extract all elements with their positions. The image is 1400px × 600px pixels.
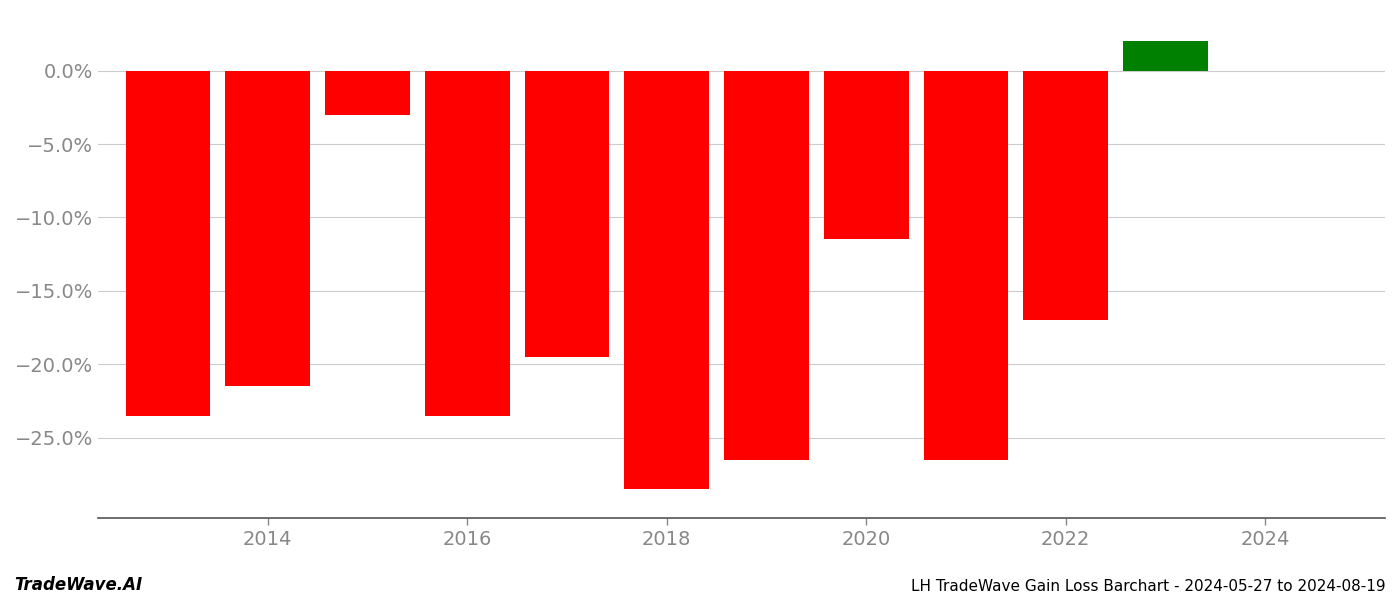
Bar	[126, 71, 210, 416]
Bar	[624, 71, 710, 489]
Text: TradeWave.AI: TradeWave.AI	[14, 576, 143, 594]
Bar	[426, 71, 510, 416]
Bar	[225, 71, 311, 386]
Bar	[1123, 41, 1208, 71]
Bar	[525, 71, 609, 357]
Bar	[1023, 71, 1109, 320]
Bar	[724, 71, 809, 460]
Bar	[825, 71, 909, 239]
Bar	[325, 71, 410, 115]
Bar	[924, 71, 1008, 460]
Text: LH TradeWave Gain Loss Barchart - 2024-05-27 to 2024-08-19: LH TradeWave Gain Loss Barchart - 2024-0…	[911, 579, 1386, 594]
